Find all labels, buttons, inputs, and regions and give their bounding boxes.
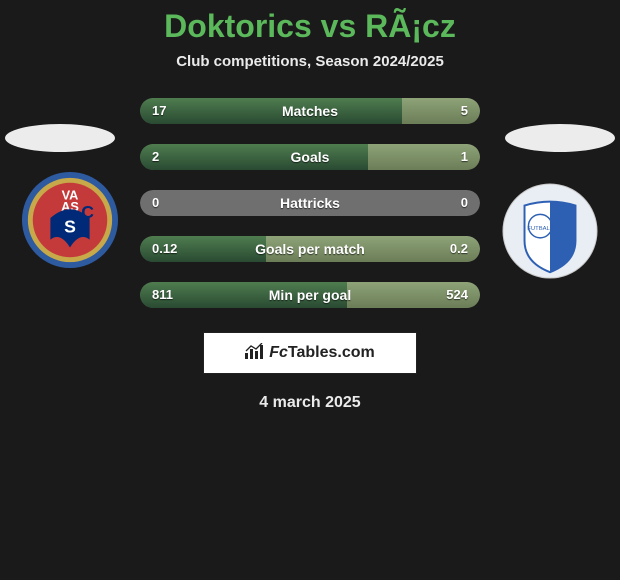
stat-label: Goals xyxy=(140,144,480,170)
stats-bars: 175Matches 21Goals 00Hattricks 0.120.2Goals… xyxy=(140,98,480,308)
svg-text:S: S xyxy=(64,217,76,237)
stat-row-goals: 21Goals xyxy=(140,144,480,170)
comparison-title: Doktorics vs RÃ¡cz xyxy=(0,8,620,45)
comparison-subtitle: Club competitions, Season 2024/2025 xyxy=(0,53,620,70)
stat-row-min-per-goal: 811524Min per goal xyxy=(140,282,480,308)
stat-row-matches: 175Matches xyxy=(140,98,480,124)
club-logo-left: VA AS S C xyxy=(21,171,119,269)
avatar-placeholder-left xyxy=(5,124,115,152)
comparison-card: Doktorics vs RÃ¡cz Club competitions, Se… xyxy=(0,0,620,580)
stat-label: Matches xyxy=(140,98,480,124)
brand-watermark[interactable]: FcTables.com xyxy=(203,332,417,374)
stat-row-goals-per-match: 0.120.2Goals per match xyxy=(140,236,480,262)
avatar-placeholder-right xyxy=(505,124,615,152)
svg-text:C: C xyxy=(81,202,94,222)
stat-label: Min per goal xyxy=(140,282,480,308)
comparison-date: 4 march 2025 xyxy=(0,394,620,412)
stat-label: Hattricks xyxy=(140,190,480,216)
shield-badge-icon: FUTBALL xyxy=(501,182,599,280)
club-logo-right: FUTBALL xyxy=(501,182,599,280)
stat-row-hattricks: 00Hattricks xyxy=(140,190,480,216)
stat-label: Goals per match xyxy=(140,236,480,262)
svg-text:FUTBALL: FUTBALL xyxy=(527,226,554,232)
bars-icon xyxy=(245,343,265,364)
brand-label: FcTables.com xyxy=(269,344,375,362)
vasas-badge-icon: VA AS S C xyxy=(21,171,119,269)
